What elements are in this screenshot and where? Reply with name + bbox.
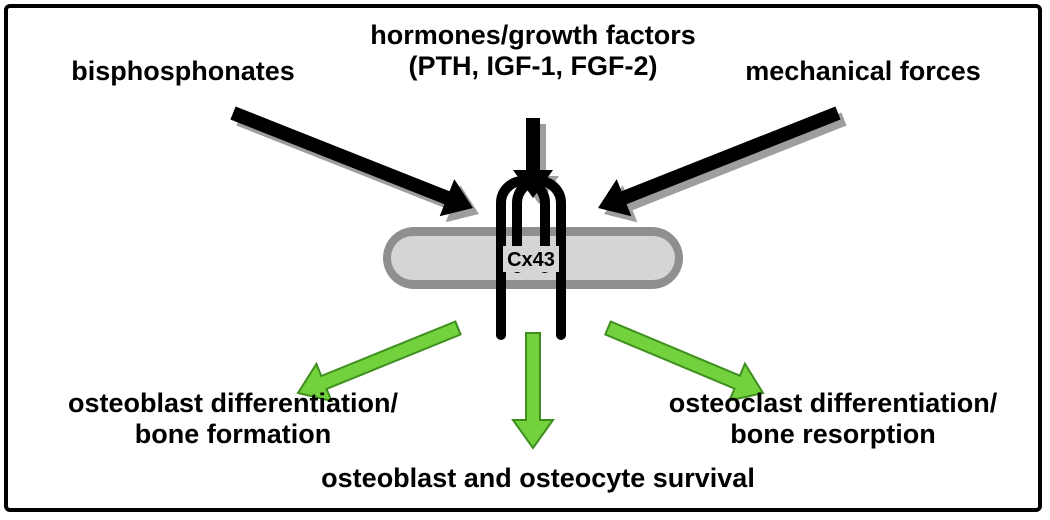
label-osteoblast: osteoblast differentiation/ bone formati…	[43, 388, 423, 450]
text2: bone formation	[135, 419, 332, 449]
text2: bone resorption	[730, 419, 936, 449]
text: osteoblast and osteocyte survival	[321, 463, 755, 493]
cx43-label: Cx43	[507, 249, 555, 271]
label-osteoclast: osteoclast differentiation/ bone resorpt…	[638, 388, 1028, 450]
label-bisphosphonates: bisphosphonates	[53, 56, 313, 87]
arrow-bisphosphonates	[230, 107, 479, 223]
text1: hormones/growth factors	[370, 20, 696, 50]
arrow-survival	[513, 333, 553, 448]
diagram-frame: Cx43 bisphosphonates hormones/growth fac…	[4, 4, 1042, 512]
text1: osteoclast differentiation/	[669, 388, 998, 418]
label-survival: osteoblast and osteocyte survival	[288, 463, 788, 494]
text2: (PTH, IGF-1, FGF-2)	[409, 51, 658, 81]
text: bisphosphonates	[71, 56, 295, 86]
arrow-mechanical	[598, 107, 847, 223]
label-hormones: hormones/growth factors (PTH, IGF-1, FGF…	[353, 20, 713, 82]
label-mechanical: mechanical forces	[718, 56, 1008, 87]
text1: osteoblast differentiation/	[68, 388, 398, 418]
text: mechanical forces	[745, 56, 981, 86]
